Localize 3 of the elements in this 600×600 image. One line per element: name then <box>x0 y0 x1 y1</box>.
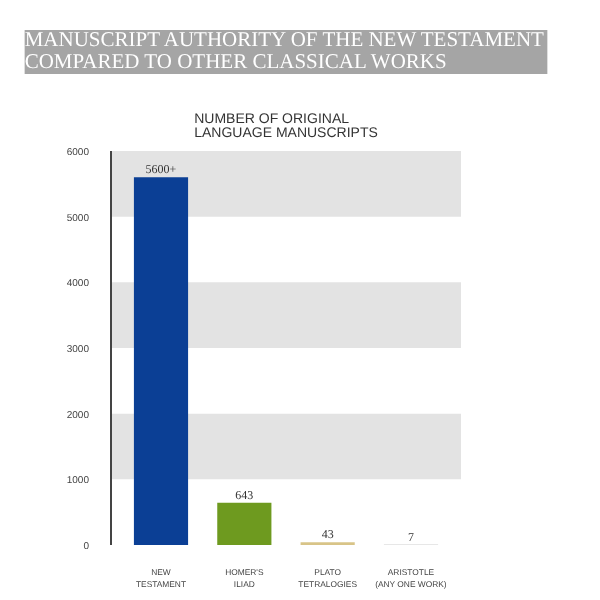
chart-title: MANUSCRIPT AUTHORITY OF THE NEW TESTAMENT COMPARED TO OTHER CLASSICAL WORKS <box>24 30 546 74</box>
bar <box>133 177 189 545</box>
bar <box>217 502 272 545</box>
